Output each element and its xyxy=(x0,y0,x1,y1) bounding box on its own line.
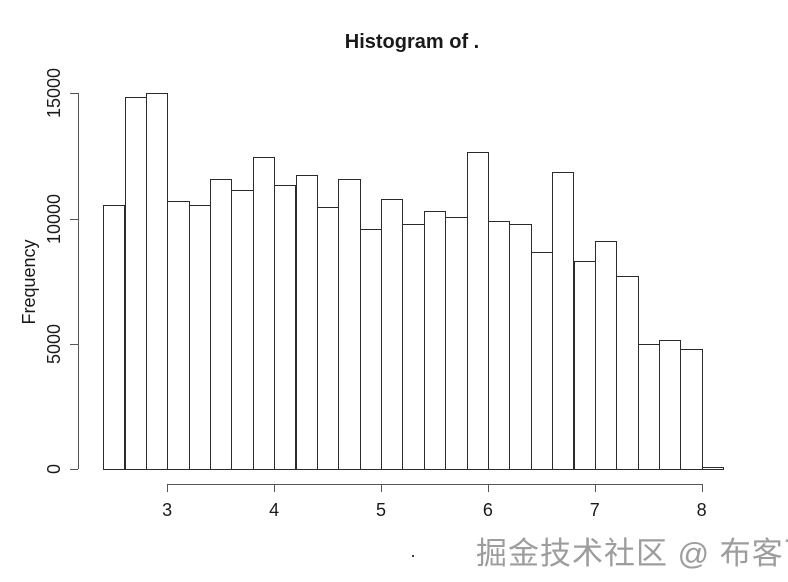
histogram-bar xyxy=(445,217,468,470)
x-tick-label: 5 xyxy=(375,500,386,520)
histogram-bar xyxy=(210,178,233,470)
x-tick-label: 4 xyxy=(269,500,280,520)
histogram-bar xyxy=(316,207,340,470)
y-tick-label: 5000 xyxy=(44,323,64,364)
histogram-bar xyxy=(402,223,425,470)
x-tick-mark xyxy=(701,484,703,492)
y-tick-label: 15000 xyxy=(44,68,64,119)
histogram-bar xyxy=(573,261,596,470)
histogram-bar xyxy=(701,466,725,470)
y-axis-line xyxy=(78,93,79,469)
y-tick-mark xyxy=(70,93,78,95)
y-tick-label: 0 xyxy=(44,464,64,475)
chart-title: Histogram of . xyxy=(344,31,480,53)
histogram-bar xyxy=(103,204,126,470)
histogram-bar xyxy=(167,201,190,470)
histogram-bar xyxy=(124,97,147,470)
histogram-bar xyxy=(552,172,575,470)
histogram-bar xyxy=(487,221,511,470)
x-tick-label: 3 xyxy=(162,500,173,520)
histogram-bar xyxy=(359,228,383,470)
histogram-bar xyxy=(509,223,532,470)
x-tick-mark xyxy=(594,484,596,492)
x-tick-label: 6 xyxy=(482,500,493,520)
histogram-bar xyxy=(145,93,169,470)
x-tick-label: 7 xyxy=(589,500,600,520)
histogram-bar xyxy=(594,241,618,470)
histogram-bar xyxy=(423,211,447,470)
y-tick-mark xyxy=(70,469,78,470)
y-tick-mark xyxy=(70,343,78,345)
x-tick-mark xyxy=(274,484,276,492)
x-tick-mark xyxy=(381,484,382,492)
histogram-bar xyxy=(274,184,297,470)
histogram-bar xyxy=(659,340,682,470)
histogram-bar xyxy=(231,189,254,470)
histogram-bar xyxy=(381,198,404,470)
x-axis-line xyxy=(167,484,702,485)
histogram-bar xyxy=(637,343,660,470)
histogram-bar xyxy=(338,178,361,470)
histogram-bar xyxy=(680,348,703,470)
x-axis-label: . xyxy=(410,541,416,561)
histogram-bar xyxy=(295,174,318,470)
x-tick-mark xyxy=(487,484,489,492)
y-tick-label: 10000 xyxy=(44,193,64,244)
histogram-bar xyxy=(188,204,211,470)
x-tick-label: 8 xyxy=(696,500,707,520)
x-tick-mark xyxy=(167,484,169,492)
y-axis-label: Frequency xyxy=(19,239,39,325)
y-tick-mark xyxy=(70,218,78,220)
histogram-bar xyxy=(466,152,489,470)
histogram-bar xyxy=(252,157,276,470)
histogram-bar xyxy=(530,252,554,470)
watermark-text: 掘金技术社区 @ 布客飞龙 xyxy=(476,536,788,571)
histogram-bar xyxy=(616,276,639,470)
